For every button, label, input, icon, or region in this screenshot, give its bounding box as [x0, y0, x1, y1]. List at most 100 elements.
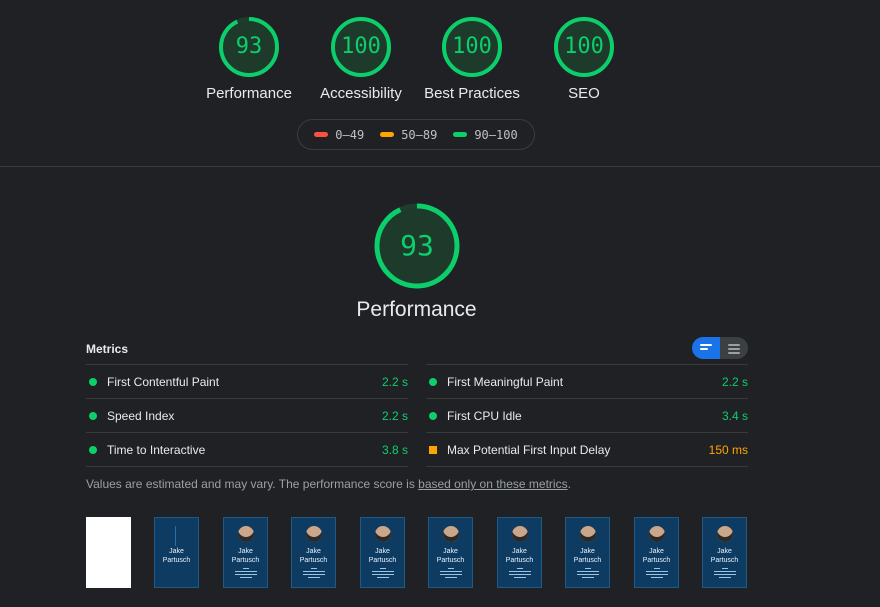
- metric-first-cpu-idle[interactable]: First CPU Idle 3.4 s: [426, 398, 748, 432]
- metrics-row-divider: [86, 466, 408, 467]
- frame-text-lines: [509, 568, 531, 580]
- metric-first-contentful-paint[interactable]: First Contentful Paint 2.2 s: [86, 364, 408, 398]
- frame-text-lines: [440, 568, 462, 580]
- compact-list-icon: [700, 344, 712, 352]
- metric-name: Speed Index: [107, 408, 175, 423]
- filmstrip-frame: Jake Partusch: [154, 517, 199, 588]
- metrics-header: Metrics: [86, 342, 129, 356]
- metric-value: 2.2 s: [721, 374, 748, 389]
- legend-swatch: [314, 132, 329, 137]
- metric-value: 3.8 s: [381, 442, 408, 457]
- frame-name-line2: Partusch: [368, 557, 397, 564]
- metrics-left-column: First Contentful Paint 2.2 s Speed Index…: [86, 364, 408, 467]
- frame-name-line1: Jake: [169, 548, 184, 555]
- gauge-performance[interactable]: 93 Performance: [189, 15, 309, 102]
- metric-name: Time to Interactive: [107, 442, 206, 457]
- gauge-ring: [554, 17, 614, 77]
- metrics-view-toggle[interactable]: [692, 337, 748, 359]
- expanded-view-button[interactable]: [720, 337, 748, 359]
- metrics-link[interactable]: based only on these metrics: [418, 477, 568, 491]
- gauge-best-practices[interactable]: 100 Best Practices: [412, 15, 532, 102]
- pass-indicator: [89, 377, 97, 386]
- gauge-ring: [442, 17, 502, 77]
- pass-indicator: [429, 377, 437, 386]
- gauge-score: 93: [235, 34, 263, 59]
- filmstrip-frame: Jake Partusch: [497, 517, 542, 588]
- avatar: [580, 526, 596, 542]
- gauge-score: 100: [452, 34, 492, 59]
- gauge-score: 100: [564, 34, 604, 59]
- legend-label: 90–100: [474, 127, 518, 142]
- pass-indicator: [429, 411, 437, 420]
- avatar: [649, 526, 665, 542]
- metric-value: 3.4 s: [721, 408, 748, 423]
- filmstrip: Jake Partusch Jake Partusch Jake Partusch J…: [86, 517, 786, 590]
- frame-name: Jake Partusch: [155, 547, 198, 565]
- performance-gauge: 93: [373, 202, 461, 290]
- metrics-note: Values are estimated and may vary. The p…: [86, 477, 571, 491]
- gauge-label: Performance: [206, 85, 292, 102]
- metric-name: First Meaningful Paint: [447, 374, 564, 389]
- gauge-accessibility[interactable]: 100 Accessibility: [301, 15, 421, 102]
- frame-name-line2: Partusch: [436, 557, 465, 564]
- avatar: [443, 526, 459, 542]
- frame-name-line1: Jake: [580, 548, 595, 555]
- frame-name-line2: Partusch: [573, 557, 602, 564]
- frame-name: Jake Partusch: [292, 547, 335, 565]
- frame-name: Jake Partusch: [703, 547, 746, 565]
- frame-text-lines: [303, 568, 325, 580]
- filmstrip-frame: Jake Partusch: [360, 517, 405, 588]
- metric-value: 150 ms: [708, 442, 748, 457]
- frame-name: Jake Partusch: [429, 547, 472, 565]
- metric-speed-index[interactable]: Speed Index 2.2 s: [86, 398, 408, 432]
- filmstrip-frame: Jake Partusch: [565, 517, 610, 588]
- avatar: [375, 526, 391, 542]
- frame-name: Jake Partusch: [361, 547, 404, 565]
- metric-value: 2.2 s: [381, 408, 408, 423]
- frame-partial-line: [175, 526, 176, 546]
- filmstrip-frame: Jake Partusch: [702, 517, 747, 588]
- note-end: .: [567, 477, 571, 491]
- metric-value: 2.2 s: [381, 374, 408, 389]
- filmstrip-frame: Jake Partusch: [223, 517, 268, 588]
- avatar: [717, 526, 733, 542]
- gauge-seo[interactable]: 100 SEO: [524, 15, 644, 102]
- metric-time-to-interactive[interactable]: Time to Interactive 3.8 s: [86, 432, 408, 466]
- frame-text-lines: [577, 568, 599, 580]
- legend-label: 50–89: [401, 127, 438, 142]
- gauge-ring: [219, 17, 279, 77]
- performance-title: Performance: [356, 298, 477, 321]
- legend-swatch: [453, 132, 468, 137]
- frame-name-line1: Jake: [238, 548, 253, 555]
- metric-name: First CPU Idle: [447, 408, 522, 423]
- gauge-ring: [331, 17, 391, 77]
- metric-first-meaningful-paint[interactable]: First Meaningful Paint 2.2 s: [426, 364, 748, 398]
- pass-indicator: [89, 411, 97, 420]
- metric-max-potential-fid[interactable]: Max Potential First Input Delay 150 ms: [426, 432, 748, 466]
- avatar: [512, 526, 528, 542]
- legend-item-pass: 90–100: [453, 127, 518, 142]
- metric-name: First Contentful Paint: [107, 374, 220, 389]
- frame-name-line1: Jake: [375, 548, 390, 555]
- frame-name: Jake Partusch: [635, 547, 678, 565]
- frame-name-line1: Jake: [306, 548, 321, 555]
- frame-name-line1: Jake: [512, 548, 527, 555]
- performance-gauge-ring: [374, 203, 460, 289]
- expanded-list-icon: [728, 344, 740, 356]
- gauge-label: Accessibility: [320, 85, 402, 102]
- frame-name-line2: Partusch: [505, 557, 534, 564]
- metrics-row-divider: [426, 466, 748, 467]
- compact-view-button[interactable]: [692, 337, 720, 359]
- filmstrip-frame: Jake Partusch: [428, 517, 473, 588]
- note-text: Values are estimated and may vary. The p…: [86, 477, 419, 491]
- legend-item-average: 50–89: [380, 128, 437, 142]
- frame-name: Jake Partusch: [498, 547, 541, 565]
- frame-name: Jake Partusch: [224, 547, 267, 565]
- score-legend: 0–49 50–89 90–100: [297, 119, 535, 150]
- frame-text-lines: [714, 568, 736, 580]
- legend-swatch: [380, 132, 395, 137]
- frame-name: Jake Partusch: [566, 547, 609, 565]
- legend-label: 0–49: [335, 127, 365, 142]
- frame-text-lines: [646, 568, 668, 580]
- frame-name-line1: Jake: [443, 548, 458, 555]
